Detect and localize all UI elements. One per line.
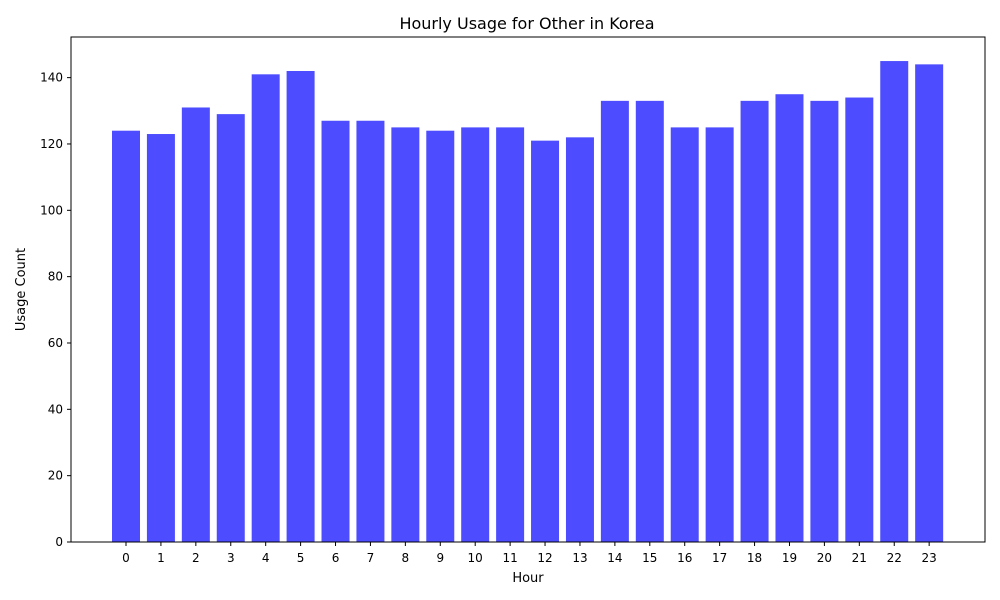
bar-hour-21: [845, 97, 874, 542]
bar-hour-15: [635, 100, 664, 542]
bar-hour-19: [775, 94, 804, 542]
bar-hour-16: [670, 127, 699, 542]
bar-hour-14: [600, 100, 629, 542]
x-tick-label: 7: [367, 551, 375, 565]
bar-hour-13: [565, 137, 594, 542]
y-axis-ticks: 0 20 40 60 80 100 120 140: [40, 71, 71, 549]
bar-hour-0: [112, 130, 140, 542]
x-tick-label: 0: [122, 551, 130, 565]
y-tick-label: 0: [55, 535, 63, 549]
bar-hour-5: [286, 71, 315, 542]
bar-hour-3: [216, 114, 245, 543]
y-tick-label: 120: [40, 137, 63, 151]
x-tick-label: 14: [607, 551, 622, 565]
bars-group: [112, 61, 944, 543]
x-tick-label: 19: [782, 551, 797, 565]
bar-hour-9: [426, 130, 455, 542]
bar-hour-2: [181, 107, 210, 542]
x-axis-label: Hour: [512, 571, 544, 586]
bar-hour-4: [251, 74, 280, 542]
y-tick-label: 100: [40, 203, 63, 217]
x-tick-label: 5: [297, 551, 305, 565]
bar-hour-7: [356, 120, 385, 542]
x-tick-label: 15: [642, 551, 657, 565]
bar-hour-1: [146, 134, 175, 542]
x-axis-ticks: 0 1 2 3 4 5 6 7 8 9 10 11 12 13 14 15 16 17 18 19 20 21 22 23: [122, 542, 937, 565]
bar-hour-12: [531, 140, 560, 542]
x-tick-label: 3: [227, 551, 235, 565]
x-tick-label: 23: [922, 551, 937, 565]
x-tick-label: 9: [436, 551, 444, 565]
x-tick-label: 10: [468, 551, 483, 565]
x-tick-label: 21: [852, 551, 867, 565]
x-tick-label: 12: [537, 551, 552, 565]
bar-hour-11: [496, 127, 525, 542]
bar-hour-6: [321, 120, 350, 542]
x-tick-label: 22: [887, 551, 902, 565]
y-tick-label: 140: [40, 71, 63, 85]
bar-hour-20: [810, 100, 839, 542]
y-tick-label: 60: [48, 336, 63, 350]
x-tick-label: 4: [262, 551, 270, 565]
bar-hour-22: [880, 61, 909, 543]
x-tick-label: 18: [747, 551, 762, 565]
x-tick-label: 13: [572, 551, 587, 565]
x-tick-label: 17: [712, 551, 727, 565]
y-tick-label: 20: [48, 469, 63, 483]
x-tick-label: 1: [157, 551, 165, 565]
bar-hour-23: [915, 64, 944, 543]
x-tick-label: 2: [192, 551, 200, 565]
bar-hour-18: [740, 100, 769, 542]
x-tick-label: 8: [402, 551, 410, 565]
plot-frame: [70, 36, 986, 543]
y-axis-label: Usage Count: [14, 248, 29, 331]
x-tick-label: 16: [677, 551, 692, 565]
bar-hour-10: [461, 127, 490, 542]
bar-hour-8: [391, 127, 420, 542]
y-tick-label: 40: [48, 402, 63, 416]
bar-hour-17: [705, 127, 734, 542]
x-tick-label: 20: [817, 551, 832, 565]
x-tick-label: 6: [332, 551, 340, 565]
chart-title: Hourly Usage for Other in Korea: [399, 14, 654, 33]
y-tick-label: 80: [48, 270, 63, 284]
x-tick-label: 11: [502, 551, 517, 565]
